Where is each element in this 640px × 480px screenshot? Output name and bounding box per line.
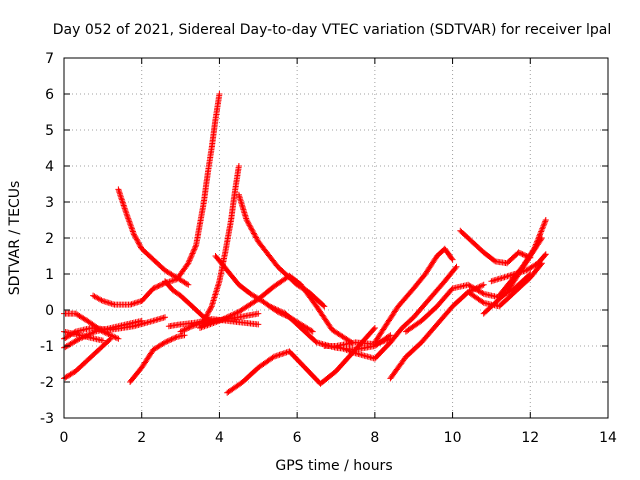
- series-arc-21: [371, 245, 456, 346]
- series-arc-22: [387, 281, 487, 382]
- x-axis-label: GPS time / hours: [275, 458, 392, 474]
- series-arc-17: [224, 325, 378, 396]
- y-tick-label: 4: [45, 159, 54, 175]
- series-markers: [488, 251, 549, 285]
- series-arc-24: [457, 227, 534, 267]
- y-tick-label: -3: [40, 411, 54, 427]
- series-arc-6: [90, 292, 145, 308]
- y-tick-label: 6: [45, 87, 54, 103]
- series-markers: [197, 272, 355, 346]
- series-markers: [371, 245, 456, 346]
- y-tick-label: 5: [45, 123, 54, 139]
- series-arc-16: [197, 272, 355, 346]
- x-tick-label: 2: [137, 430, 146, 446]
- y-tick-label: 2: [45, 231, 54, 247]
- y-tick-label: 3: [45, 195, 54, 211]
- y-tick-label: 0: [45, 303, 54, 319]
- y-tick-label: -1: [40, 339, 54, 355]
- x-tick-label: 0: [60, 430, 69, 446]
- series-arc-25: [465, 260, 545, 310]
- series-markers: [465, 260, 545, 310]
- series-arc-28: [488, 251, 549, 285]
- x-tick-label: 8: [370, 430, 379, 446]
- series-markers: [224, 325, 378, 396]
- x-tick-label: 10: [444, 430, 462, 446]
- series-arc-9: [127, 332, 188, 385]
- series-markers: [127, 332, 188, 385]
- chart-title: Day 052 of 2021, Sidereal Day-to-day VTE…: [53, 22, 611, 38]
- data-series: [61, 91, 549, 396]
- y-axis-label: SDTVAR / TECUs: [7, 181, 23, 296]
- series-markers: [90, 292, 145, 308]
- series-markers: [200, 163, 242, 324]
- series-arc-8: [138, 91, 223, 304]
- y-tick-label: -2: [40, 375, 54, 391]
- y-tick-label: 7: [45, 51, 54, 67]
- x-tick-label: 12: [521, 430, 539, 446]
- x-tick-label: 14: [599, 430, 617, 446]
- series-arc-13: [200, 163, 242, 324]
- x-tick-label: 6: [293, 430, 302, 446]
- series-markers: [387, 281, 487, 382]
- series-markers: [457, 227, 534, 267]
- series-markers: [138, 91, 223, 304]
- series-markers: [333, 263, 460, 362]
- y-tick-label: 1: [45, 267, 54, 283]
- series-arc-20: [333, 263, 460, 362]
- x-tick-label: 4: [215, 430, 224, 446]
